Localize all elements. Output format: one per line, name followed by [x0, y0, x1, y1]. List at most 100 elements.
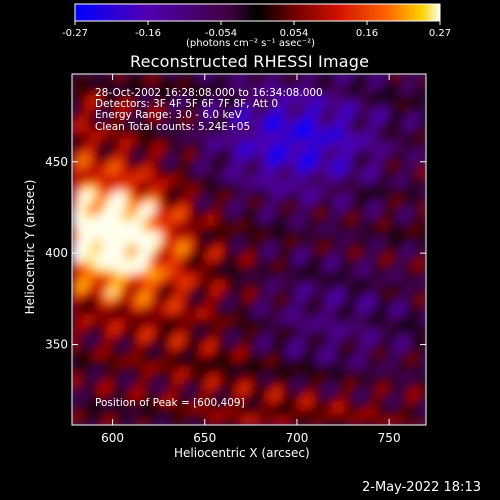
heatmap-cell — [290, 191, 297, 198]
heatmap-cell — [302, 366, 309, 373]
heatmap-cell — [95, 272, 103, 280]
heatmap-cell — [325, 220, 333, 227]
heatmap-cell — [72, 366, 79, 373]
heatmap-cell — [237, 348, 244, 356]
heatmap-cell — [213, 208, 221, 215]
heatmap-cell — [201, 296, 209, 303]
heatmap-cell — [349, 214, 356, 221]
heatmap-cell — [331, 348, 339, 356]
heatmap-cell — [77, 150, 85, 157]
heatmap-cell — [107, 319, 114, 327]
heatmap-cell — [278, 261, 285, 268]
heatmap-cell — [201, 161, 209, 169]
heatmap-cell — [195, 319, 203, 327]
heatmap-cell — [343, 220, 350, 227]
heatmap-cell — [331, 144, 339, 151]
heatmap-cell — [343, 354, 350, 362]
heatmap-cell — [195, 343, 203, 350]
heatmap-cell — [154, 249, 162, 256]
heatmap-cell — [308, 267, 315, 274]
heatmap-cell — [131, 173, 138, 180]
heatmap-cell — [201, 413, 209, 420]
heatmap-cell — [77, 313, 85, 321]
heatmap-cell — [296, 296, 303, 303]
heatmap-cell — [290, 126, 297, 134]
heatmap-cell — [319, 296, 327, 303]
heatmap-cell — [154, 313, 162, 321]
heatmap-cell — [308, 97, 315, 104]
heatmap-cell — [343, 126, 350, 134]
colorbar-tick-label: -0.054 — [205, 28, 237, 39]
heatmap-cell — [337, 214, 344, 221]
heatmap-cell — [190, 237, 197, 245]
heatmap-cell — [343, 331, 350, 338]
heatmap-cell — [95, 97, 103, 104]
heatmap-cell — [349, 389, 356, 397]
heatmap-cell — [89, 226, 97, 233]
heatmap-cell — [184, 413, 191, 420]
heatmap-cell — [378, 249, 386, 256]
heatmap-cell — [178, 389, 185, 397]
heatmap-cell — [266, 150, 274, 157]
heatmap-cell — [178, 173, 185, 180]
heatmap-cell — [207, 261, 215, 268]
heatmap-cell — [154, 74, 162, 81]
heatmap-cell — [249, 167, 256, 175]
heatmap-cell — [125, 85, 132, 93]
heatmap-cell — [420, 313, 426, 321]
heatmap-cell — [296, 120, 303, 128]
heatmap-cell — [131, 196, 138, 204]
heatmap-cell — [231, 401, 238, 409]
heatmap-cell — [119, 237, 126, 245]
heatmap-cell — [372, 313, 380, 321]
heatmap-cell — [313, 261, 321, 268]
heatmap-cell — [384, 278, 392, 286]
heatmap-cell — [272, 331, 280, 338]
heatmap-cell — [390, 308, 398, 315]
heatmap-cell — [390, 185, 398, 192]
heatmap-cell — [166, 261, 173, 268]
heatmap-cell — [325, 179, 333, 186]
heatmap-cell — [313, 337, 321, 344]
heatmap-cell — [349, 103, 356, 110]
heatmap-cell — [166, 308, 173, 315]
heatmap-cell — [290, 173, 297, 180]
heatmap-cell — [231, 354, 238, 362]
heatmap-cell — [337, 249, 344, 256]
heatmap-cell — [101, 109, 108, 116]
heatmap-cell — [172, 243, 179, 251]
heatmap-cell — [249, 255, 256, 262]
heatmap-cell — [190, 278, 197, 286]
heatmap-cell — [89, 278, 97, 286]
heatmap-cell — [355, 220, 362, 227]
heatmap-cell — [231, 196, 238, 204]
heatmap-cell — [414, 138, 421, 145]
heatmap-cell — [142, 296, 150, 303]
heatmap-cell — [319, 407, 327, 414]
heatmap-cell — [384, 302, 392, 309]
heatmap-cell — [378, 74, 386, 81]
heatmap-cell — [284, 296, 291, 303]
heatmap-cell — [178, 348, 185, 356]
heatmap-cell — [95, 132, 103, 139]
heatmap-cell — [266, 278, 274, 286]
heatmap-cell — [325, 202, 333, 210]
heatmap-cell — [72, 126, 79, 134]
heatmap-cell — [113, 308, 120, 315]
heatmap-cell — [372, 126, 380, 134]
heatmap-cell — [313, 208, 321, 215]
heatmap-cell — [119, 226, 126, 233]
heatmap-cell — [414, 185, 421, 192]
heatmap-cell — [284, 395, 291, 403]
heatmap-cell — [77, 331, 85, 338]
heatmap-cell — [89, 150, 97, 157]
heatmap-cell — [89, 366, 97, 373]
heatmap-cell — [172, 302, 179, 309]
heatmap-cell — [72, 419, 79, 425]
heatmap-cell — [390, 150, 398, 157]
heatmap-cell — [331, 214, 339, 221]
heatmap-cell — [237, 126, 244, 134]
heatmap-cell — [237, 191, 244, 198]
heatmap-cell — [384, 226, 392, 233]
heatmap-cell — [125, 114, 132, 122]
